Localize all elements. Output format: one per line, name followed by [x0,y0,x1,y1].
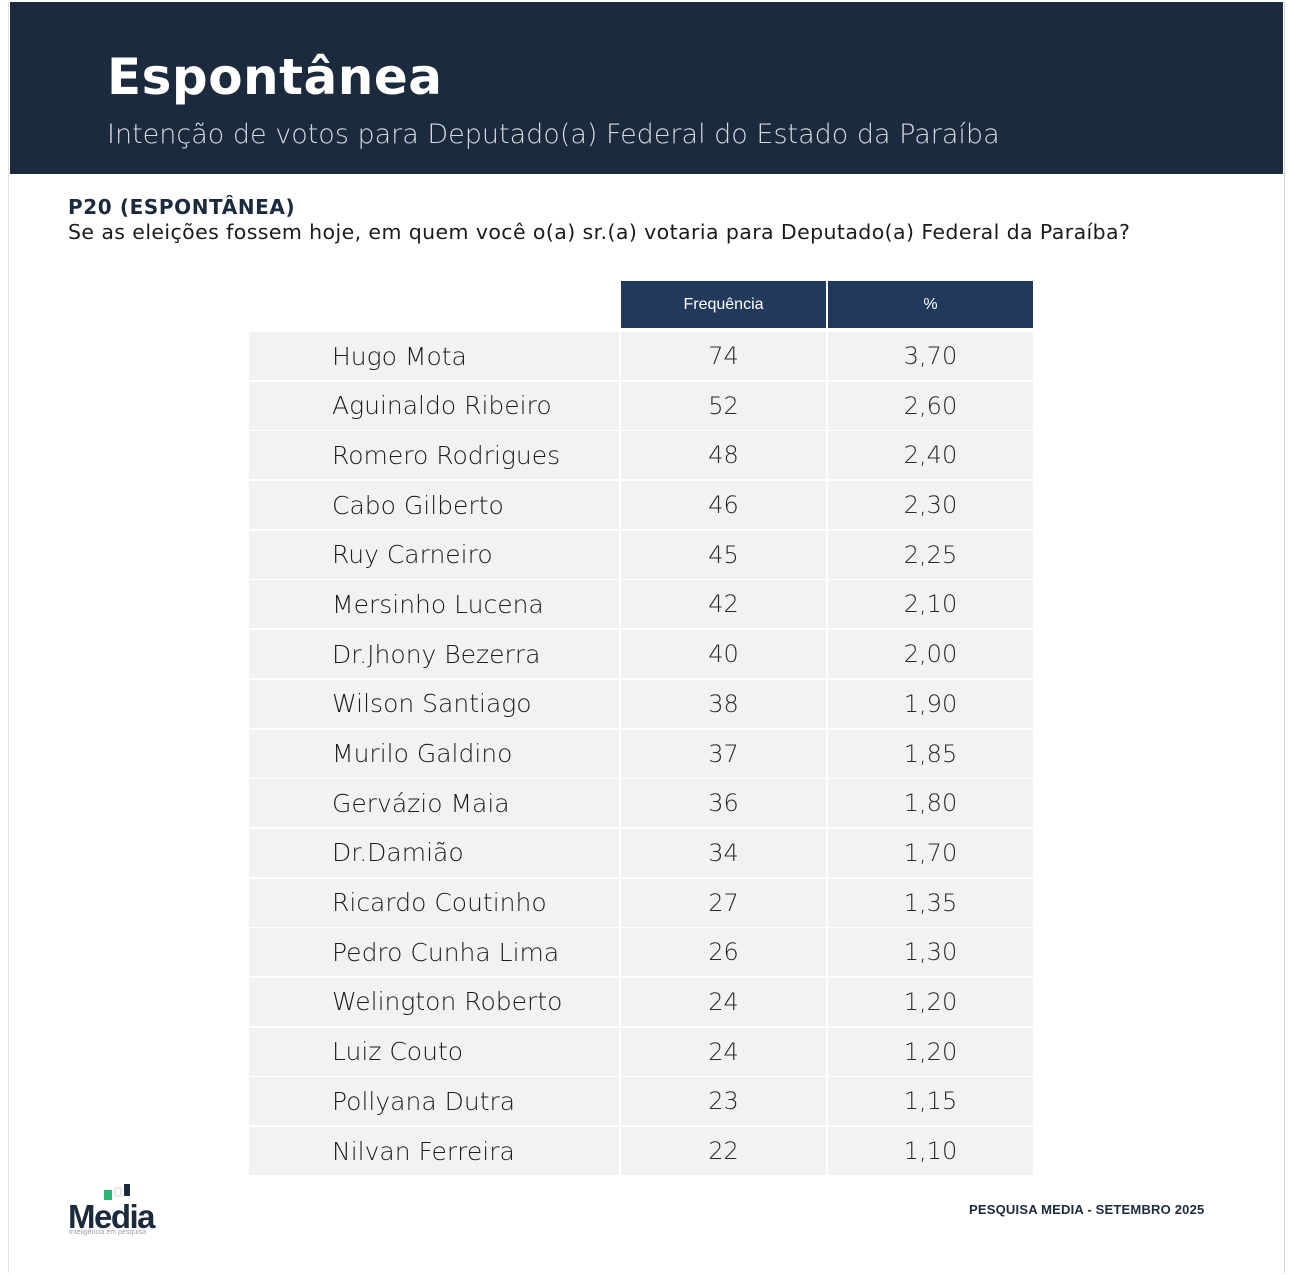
header-banner: Espontânea Intenção de votos para Deputa… [10,2,1283,174]
percent-value: 2,10 [828,580,1033,629]
candidate-name: Pedro Cunha Lima [249,928,619,977]
table-row: Dr.Jhony Bezerra 40 2,00 [249,630,1033,679]
candidate-name: Cabo Gilberto [249,481,619,530]
candidate-name: Ruy Carneiro [249,530,619,579]
column-header-percent: % [828,281,1033,328]
frequency-value: 40 [621,630,826,679]
frequency-value: 27 [621,878,826,927]
table-row: Luiz Couto 24 1,20 [249,1027,1033,1076]
frequency-value: 74 [621,332,826,380]
table-row: Ruy Carneiro 45 2,25 [249,530,1033,579]
percent-value: 1,85 [828,729,1033,778]
table-row: Romero Rodrigues 48 2,40 [249,431,1033,480]
percent-value: 2,40 [828,431,1033,480]
percent-value: 2,30 [828,481,1033,530]
candidate-name: Nilvan Ferreira [249,1127,619,1175]
table-row: Welington Roberto 24 1,20 [249,977,1033,1026]
percent-value: 2,00 [828,630,1033,679]
percent-value: 1,15 [828,1077,1033,1126]
percent-value: 1,20 [828,977,1033,1026]
table-body: Hugo Mota 74 3,70 Aguinaldo Ribeiro 52 2,60 Ro… [249,332,1033,1177]
candidate-name: Dr.Damião [249,828,619,877]
percent-value: 1,10 [828,1127,1033,1175]
table-row: Gervázio Maia 36 1,80 [249,779,1033,828]
frequency-value: 23 [621,1077,826,1126]
percent-value: 1,35 [828,878,1033,927]
logo-bars-icon [104,1184,130,1200]
frequency-value: 36 [621,779,826,828]
candidate-name: Mersinho Lucena [249,580,619,629]
table-row: Pedro Cunha Lima 26 1,30 [249,928,1033,977]
frequency-value: 26 [621,928,826,977]
logo-tagline: Inteligência em pesquisa [69,1229,147,1236]
frequency-value: 52 [621,381,826,430]
logo-text: Media [68,1198,156,1235]
frequency-value: 22 [621,1127,826,1175]
frequency-value: 37 [621,729,826,778]
frequency-value: 24 [621,977,826,1026]
candidate-name: Aguinaldo Ribeiro [249,381,619,430]
table-row: Aguinaldo Ribeiro 52 2,60 [249,381,1033,430]
percent-value: 2,60 [828,381,1033,430]
table-row: Cabo Gilberto 46 2,30 [249,481,1033,530]
frequency-value: 24 [621,1027,826,1076]
table-row: Ricardo Coutinho 27 1,35 [249,878,1033,927]
column-header-frequency: Frequência [621,281,826,328]
page-subtitle: Intenção de votos para Deputado(a) Feder… [107,119,1000,150]
percent-value: 1,90 [828,679,1033,728]
table-row: Dr.Damião 34 1,70 [249,828,1033,877]
candidate-name: Luiz Couto [249,1027,619,1076]
percent-value: 1,20 [828,1027,1033,1076]
candidate-name: Welington Roberto [249,977,619,1026]
frequency-value: 46 [621,481,826,530]
percent-value: 1,70 [828,828,1033,877]
frequency-value: 45 [621,530,826,579]
percent-value: 2,25 [828,530,1033,579]
percent-value: 3,70 [828,332,1033,380]
table-row: Murilo Galdino 37 1,85 [249,729,1033,778]
page-title: Espontânea [107,48,443,106]
candidate-name: Dr.Jhony Bezerra [249,630,619,679]
media-logo: Media Inteligência em pesquisa [68,1184,178,1240]
footer-source: PESQUISA MEDIA - SETEMBRO 2025 [969,1202,1205,1217]
candidate-name: Murilo Galdino [249,729,619,778]
candidate-name: Hugo Mota [249,332,619,380]
frequency-value: 38 [621,679,826,728]
table-row: Mersinho Lucena 42 2,10 [249,580,1033,629]
percent-value: 1,80 [828,779,1033,828]
table-row: Pollyana Dutra 23 1,15 [249,1077,1033,1126]
candidate-name: Romero Rodrigues [249,431,619,480]
candidate-name: Gervázio Maia [249,779,619,828]
table-row: Nilvan Ferreira 22 1,10 [249,1127,1033,1175]
candidate-name: Wilson Santiago [249,679,619,728]
question-code: P20 (ESPONTÂNEA) [68,195,296,219]
frequency-value: 34 [621,828,826,877]
frequency-value: 48 [621,431,826,480]
table-row: Wilson Santiago 38 1,90 [249,679,1033,728]
table-row: Hugo Mota 74 3,70 [249,332,1033,380]
candidate-name: Pollyana Dutra [249,1077,619,1126]
percent-value: 1,30 [828,928,1033,977]
candidate-name: Ricardo Coutinho [249,878,619,927]
question-text: Se as eleições fossem hoje, em quem você… [68,220,1131,244]
frequency-value: 42 [621,580,826,629]
